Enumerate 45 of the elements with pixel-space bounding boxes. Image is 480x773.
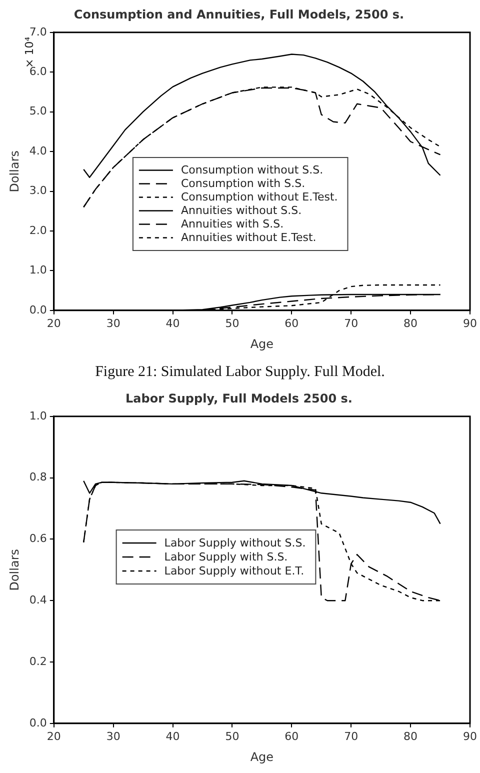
x-axis-title: Age [250,750,274,764]
x-tick-label: 80 [404,730,418,743]
y-tick-label: 0.4 [29,593,47,606]
y-axis-title: Dollars [7,150,22,192]
x-tick-label: 60 [284,316,299,330]
y-tick-label: 7.0 [29,25,47,38]
y-tick-label: 0.0 [29,716,47,730]
y-tick-label: 4.0 [29,144,47,158]
x-tick-label: 80 [404,316,418,330]
legend-label: Labor Supply without E.T. [164,564,304,578]
x-tick-label: 70 [344,316,358,330]
x-tick-label: 40 [166,316,180,330]
legend-label: Annuities without E.Test. [180,231,316,244]
legend-label: Annuities with S.S. [180,218,284,231]
y-tick-label: 1.0 [29,264,47,277]
legend-label: Labor Supply with S.S. [164,550,288,564]
legend-label: Annuities without S.S. [180,204,302,218]
y-axis-title: Dollars [7,549,22,591]
y-tick-label: 0.2 [29,654,47,668]
chart-title: Consumption and Annuities, Full Models, 2500 s. [74,7,404,22]
x-tick-label: 90 [463,730,477,743]
y-tick-label: 2.0 [29,224,47,237]
y-tick-label: 0.0 [29,303,47,316]
legend-label: Labor Supply without S.S. [164,536,306,550]
x-tick-label: 50 [225,316,240,330]
x-tick-label: 40 [166,730,180,743]
legend-label: Consumption without S.S. [180,164,324,177]
x-tick-label: 60 [284,730,299,743]
x-tick-label: 30 [106,730,120,743]
x-axis-title: Age [250,336,274,351]
legend-label: Consumption with S.S. [180,177,306,190]
caption: Figure 21: Simulated Labor Supply. Full Model. [94,363,386,382]
x-tick-label: 20 [46,316,61,330]
y-tick-label: 0.6 [29,532,47,546]
legend-label: Consumption without E.Test. [180,190,338,204]
x-tick-label: 30 [106,316,120,330]
y-tick-label: 3.0 [29,184,47,198]
x-tick-label: 70 [344,730,358,743]
y-tick-label: 0.8 [29,470,47,484]
x-tick-label: 20 [46,730,61,743]
x-tick-label: 90 [463,316,477,330]
x-tick-label: 50 [225,730,240,743]
y-tick-label: 5.0 [29,104,47,118]
y-tick-label: 1.0 [29,409,47,422]
chart-title: Labor Supply, Full Models 2500 s. [126,391,352,406]
